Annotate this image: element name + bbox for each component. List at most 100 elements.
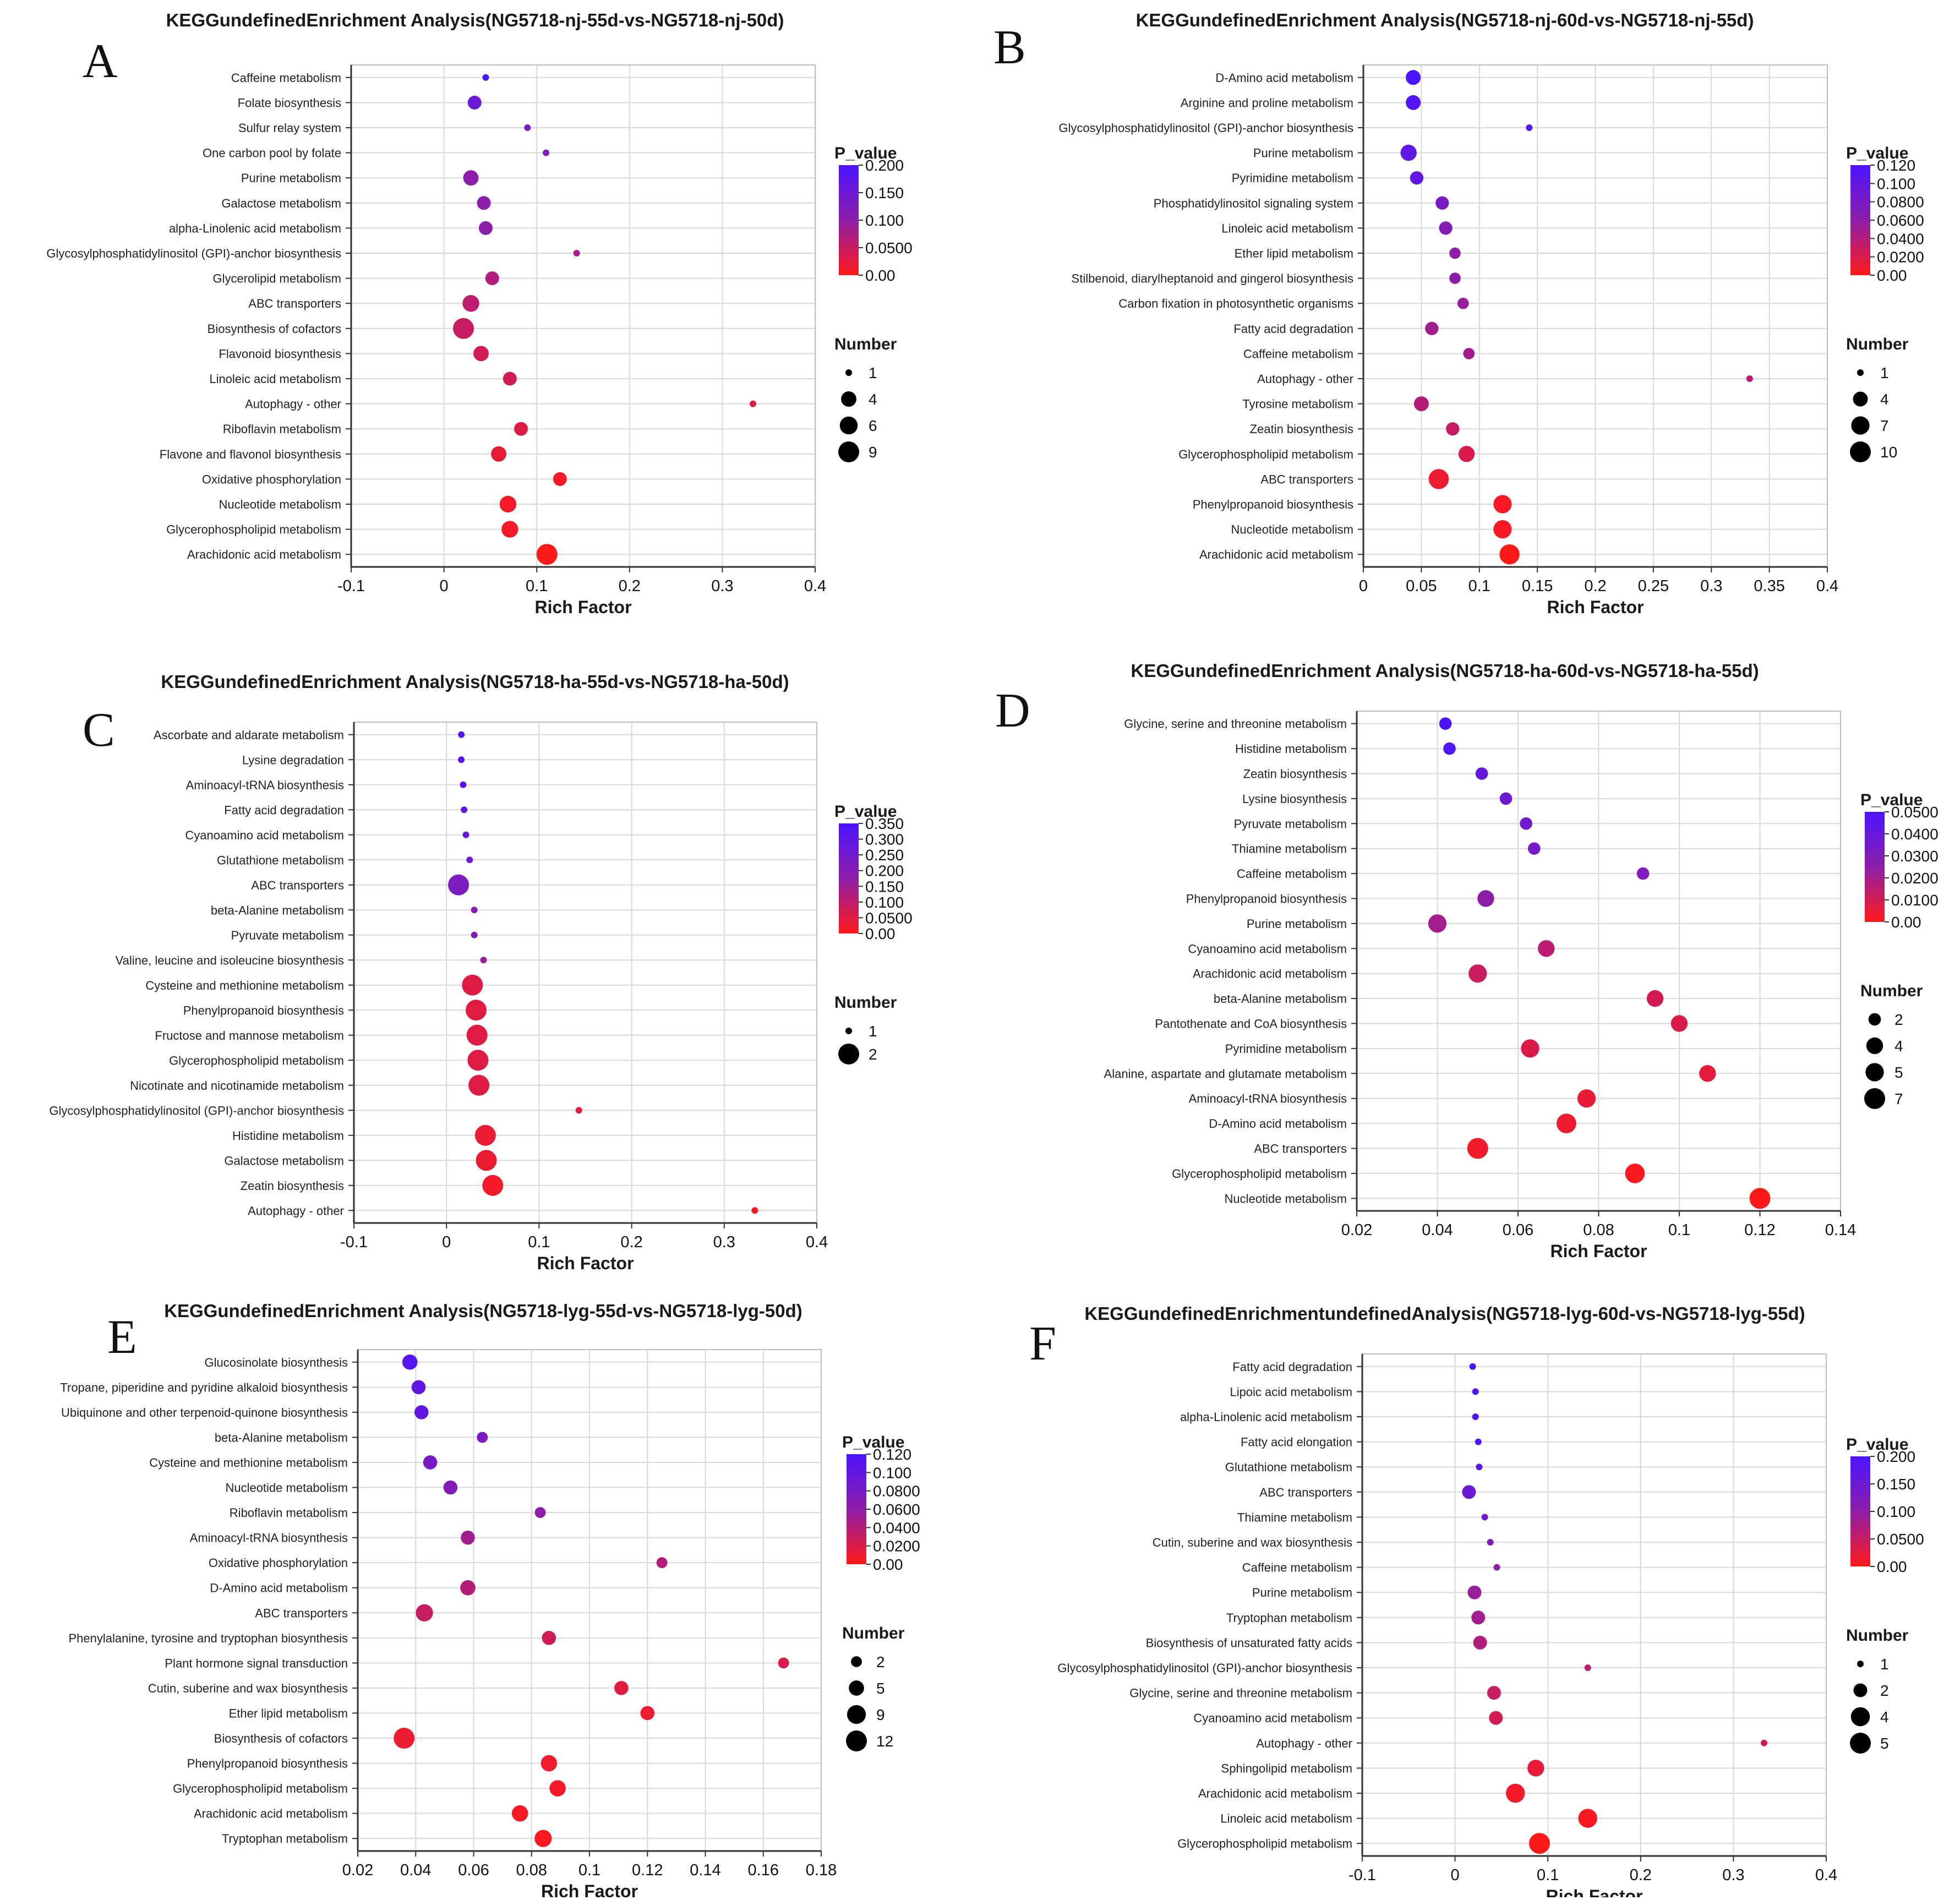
category-label: Lysine degradation <box>242 753 344 767</box>
data-point <box>478 221 493 235</box>
x-tick-label: 0.14 <box>690 1861 720 1879</box>
data-point <box>1446 422 1460 436</box>
data-point <box>778 1657 789 1669</box>
category-label: Lysine biosynthesis <box>1242 792 1347 806</box>
category-label: Aminoacyl-tRNA biosynthesis <box>190 1531 348 1545</box>
size-legend-dot <box>838 1044 859 1064</box>
category-label: Tyrosine metabolism <box>1242 397 1353 411</box>
colorbar-tick-label: 0.0800 <box>873 1483 920 1500</box>
legend-number-title: Number <box>1846 1626 1909 1645</box>
category-label: Pyrimidine metabolism <box>1232 171 1353 185</box>
category-label: Alanine, aspartate and glutamate metabol… <box>1104 1067 1347 1080</box>
category-label: Riboflavin metabolism <box>223 422 341 436</box>
data-point <box>1529 1833 1550 1854</box>
size-legend-dot <box>839 416 858 435</box>
category-label: Fatty acid degradation <box>1232 1360 1352 1374</box>
data-point <box>1413 396 1429 412</box>
category-label: Cyanoamino acid metabolism <box>185 828 344 842</box>
data-point <box>1428 469 1449 489</box>
chart-title: KEGGundefinedEnrichment Analysis(NG5718-… <box>166 10 784 30</box>
category-label: Glycerophospholipid metabolism <box>1178 447 1353 461</box>
data-point <box>1578 1809 1597 1828</box>
category-label: One carbon pool by folate <box>203 146 341 160</box>
category-label: Galactose metabolism <box>221 196 341 210</box>
data-point <box>443 1480 458 1495</box>
data-point <box>402 1354 418 1370</box>
data-point <box>1439 221 1453 235</box>
colorbar-tick-label: 0.00 <box>1891 914 1921 931</box>
category-label: ABC transporters <box>1260 472 1353 486</box>
data-point <box>540 1755 558 1772</box>
category-label: alpha-Linolenic acid metabolism <box>1180 1410 1352 1424</box>
colorbar-tick-label: 0.300 <box>865 831 904 848</box>
x-tick-label: 0.15 <box>1522 577 1553 595</box>
category-label: Glycerolipid metabolism <box>212 272 341 286</box>
colorbar-tick-label: 0.200 <box>865 157 904 174</box>
data-point <box>463 170 479 186</box>
colorbar-tick-label: 0.100 <box>873 1464 911 1481</box>
grid <box>1356 711 1841 1211</box>
size-legend-label: 9 <box>869 444 877 461</box>
x-axis-title: Rich Factor <box>534 597 631 617</box>
category-label: Linoleic acid metabolism <box>209 372 341 386</box>
category-label: Oxidative phosphorylation <box>209 1556 348 1570</box>
data-point <box>536 544 558 565</box>
data-point <box>414 1405 429 1419</box>
panel-label: D <box>995 684 1030 738</box>
x-tick-label: 0.16 <box>748 1861 779 1879</box>
panel-c: KEGGundefinedEnrichment Analysis(NG5718-… <box>49 671 912 1273</box>
data-point <box>458 731 465 738</box>
colorbar-tick-label: 0.0100 <box>1891 892 1939 909</box>
data-point <box>750 400 757 407</box>
legend-number-title: Number <box>1860 982 1923 1000</box>
category-label: Glycine, serine and threonine metabolism <box>1124 717 1347 731</box>
x-tick-label: 0.08 <box>516 1861 547 1879</box>
legend-number: Number 1 4 6 9 <box>834 335 897 462</box>
x-tick-label: 0.12 <box>632 1861 663 1879</box>
size-legend-dot <box>1864 1088 1885 1109</box>
category-label: Ascorbate and aldarate metabolism <box>154 728 344 742</box>
data-point <box>482 1175 504 1196</box>
x-tick-label: 0.1 <box>1668 1221 1690 1239</box>
data-point <box>1477 890 1494 907</box>
category-label: Glycerophospholipid metabolism <box>173 1782 348 1795</box>
size-legend-label: 4 <box>1880 391 1889 408</box>
panel-label: B <box>993 21 1026 74</box>
data-point <box>1400 144 1417 161</box>
legend-number-title: Number <box>1846 335 1909 353</box>
x-tick-label: 0.4 <box>804 577 826 595</box>
category-label: Arachidonic acid metabolism <box>187 548 341 561</box>
data-point <box>1473 1635 1487 1650</box>
category-label: Glycerophospholipid metabolism <box>169 1053 344 1067</box>
data-point <box>474 1124 496 1146</box>
size-legend-dot <box>847 1705 866 1724</box>
data-point <box>460 1580 476 1596</box>
category-label: Glycerophospholipid metabolism <box>166 523 341 537</box>
x-tick-label: 0.04 <box>400 1861 431 1879</box>
category-label: Arachidonic acid metabolism <box>1198 1787 1352 1800</box>
category-label: Autophagy - other <box>248 1204 344 1217</box>
category-label: Nucleotide metabolism <box>219 498 341 511</box>
data-point <box>466 1024 488 1046</box>
x-tick-label: 0.18 <box>806 1861 837 1879</box>
category-label: Purine metabolism <box>1253 146 1353 160</box>
data-point <box>1472 1413 1479 1420</box>
category-label: Fatty acid degradation <box>1233 322 1353 336</box>
category-label: ABC transporters <box>1259 1486 1352 1499</box>
category-label: Zeatin biosynthesis <box>241 1179 344 1193</box>
data-point <box>1746 375 1753 382</box>
data-point <box>503 372 517 386</box>
category-label: ABC transporters <box>251 878 344 892</box>
chart-title: KEGGundefinedEnrichment Analysis(NG5718-… <box>161 671 789 692</box>
colorbar-tick-label: 0.00 <box>865 925 896 942</box>
category-label: Ubiquinone and other terpenoid-quinone b… <box>61 1406 348 1419</box>
data-point <box>534 1830 552 1847</box>
category-label: Nucleotide metabolism <box>1224 1192 1347 1205</box>
colorbar <box>1850 1456 1870 1566</box>
category-label: Flavonoid biosynthesis <box>219 347 341 361</box>
legend-pvalue-title: P_value <box>842 1433 904 1451</box>
x-tick-label: 0.4 <box>806 1233 828 1251</box>
data-point <box>1406 70 1421 85</box>
size-legend-dot <box>1857 1661 1864 1667</box>
